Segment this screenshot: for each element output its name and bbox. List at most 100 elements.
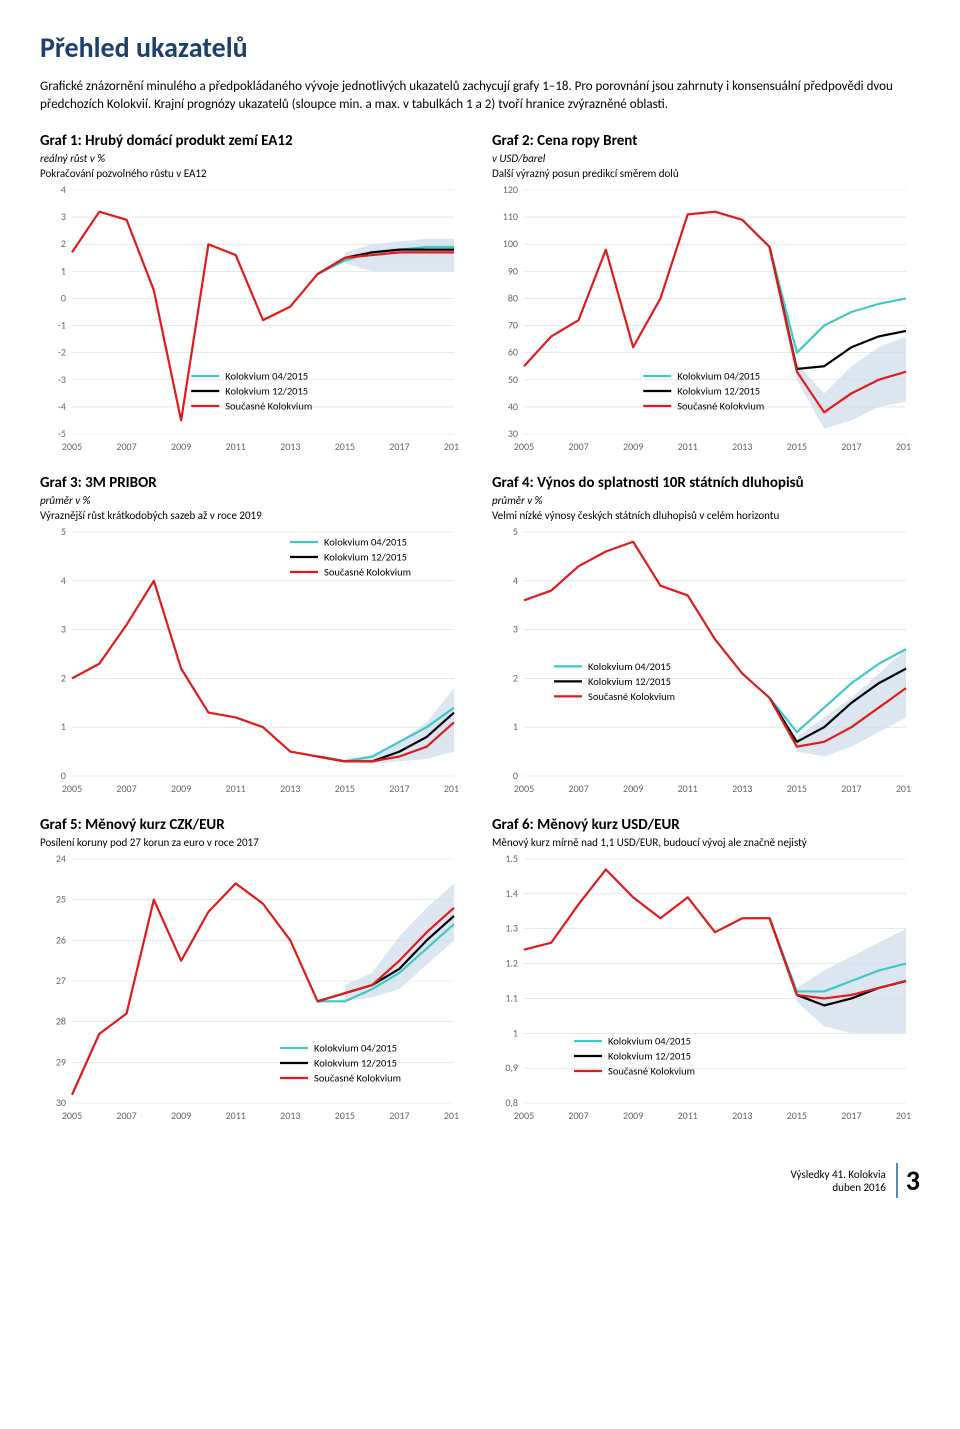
svg-text:-3: -3 bbox=[58, 373, 66, 386]
svg-text:Současné Kolokvium: Současné Kolokvium bbox=[677, 400, 764, 413]
svg-text:2011: 2011 bbox=[226, 782, 246, 795]
svg-text:1.3: 1.3 bbox=[505, 922, 518, 935]
g4-sub: průměr v % bbox=[492, 494, 920, 507]
svg-text:30: 30 bbox=[508, 427, 518, 440]
svg-text:-1: -1 bbox=[58, 319, 66, 332]
g5: Graf 5: Měnový kurz CZK/EUR Posílení koru… bbox=[40, 816, 468, 1123]
svg-text:2015: 2015 bbox=[787, 782, 807, 795]
svg-text:3: 3 bbox=[513, 623, 518, 636]
svg-text:2009: 2009 bbox=[623, 440, 643, 453]
svg-text:60: 60 bbox=[508, 346, 518, 359]
svg-text:1: 1 bbox=[61, 265, 66, 278]
svg-text:100: 100 bbox=[503, 238, 518, 251]
svg-text:Současné Kolokvium: Současné Kolokvium bbox=[608, 1065, 695, 1078]
svg-text:2017: 2017 bbox=[841, 440, 861, 453]
g3-sub: průměr v % bbox=[40, 494, 468, 507]
svg-text:-2: -2 bbox=[58, 346, 66, 359]
svg-text:2015: 2015 bbox=[335, 782, 355, 795]
svg-text:2013: 2013 bbox=[732, 440, 752, 453]
g4: Graf 4: Výnos do splatnosti 10R státních… bbox=[492, 474, 920, 796]
svg-text:2: 2 bbox=[513, 672, 518, 685]
svg-text:1.2: 1.2 bbox=[505, 957, 518, 970]
svg-text:0: 0 bbox=[61, 292, 66, 305]
svg-text:Kolokvium 04/2015: Kolokvium 04/2015 bbox=[225, 370, 308, 383]
svg-text:2009: 2009 bbox=[623, 782, 643, 795]
g3-desc: Výraznější růst krátkodobých sazeb až v … bbox=[40, 509, 468, 522]
svg-text:Kolokvium 12/2015: Kolokvium 12/2015 bbox=[225, 385, 308, 398]
svg-text:2019: 2019 bbox=[896, 440, 912, 453]
svg-text:2015: 2015 bbox=[787, 1109, 807, 1122]
svg-text:26: 26 bbox=[56, 934, 66, 947]
g2-sub: v USD/barel bbox=[492, 152, 920, 165]
g5-desc: Posílení koruny pod 27 korun za euro v r… bbox=[40, 836, 468, 849]
g3: Graf 3: 3M PRIBOR průměr v % Výraznější rů… bbox=[40, 474, 468, 796]
svg-text:24: 24 bbox=[56, 853, 66, 865]
g1-title: Graf 1: Hrubý domácí produkt zemí EA12 bbox=[40, 132, 468, 150]
footer-line1: Výsledky 41. Kolokvia bbox=[791, 1168, 886, 1181]
svg-text:2017: 2017 bbox=[841, 782, 861, 795]
svg-text:Kolokvium 12/2015: Kolokvium 12/2015 bbox=[608, 1050, 691, 1063]
g1-sub: reálný růst v % bbox=[40, 152, 468, 165]
svg-text:Kolokvium 04/2015: Kolokvium 04/2015 bbox=[608, 1035, 691, 1048]
g3-title: Graf 3: 3M PRIBOR bbox=[40, 474, 468, 492]
svg-text:2007: 2007 bbox=[116, 1109, 136, 1122]
svg-text:5: 5 bbox=[61, 526, 66, 538]
svg-text:2007: 2007 bbox=[568, 782, 588, 795]
svg-text:2017: 2017 bbox=[841, 1109, 861, 1122]
svg-text:2013: 2013 bbox=[280, 782, 300, 795]
svg-text:3: 3 bbox=[61, 210, 66, 223]
svg-text:2005: 2005 bbox=[62, 1109, 82, 1122]
svg-text:1.5: 1.5 bbox=[505, 853, 518, 865]
svg-text:Kolokvium 04/2015: Kolokvium 04/2015 bbox=[588, 660, 671, 673]
svg-text:Kolokvium 04/2015: Kolokvium 04/2015 bbox=[677, 370, 760, 383]
svg-text:2015: 2015 bbox=[335, 440, 355, 453]
svg-text:1: 1 bbox=[513, 721, 518, 734]
svg-text:1: 1 bbox=[513, 1027, 518, 1040]
svg-text:2017: 2017 bbox=[389, 1109, 409, 1122]
g1: Graf 1: Hrubý domácí produkt zemí EA12 re… bbox=[40, 132, 468, 454]
svg-text:2017: 2017 bbox=[389, 440, 409, 453]
svg-text:3: 3 bbox=[61, 623, 66, 636]
svg-text:40: 40 bbox=[508, 400, 518, 413]
svg-text:Kolokvium 12/2015: Kolokvium 12/2015 bbox=[677, 385, 760, 398]
svg-text:2007: 2007 bbox=[116, 440, 136, 453]
svg-text:2005: 2005 bbox=[62, 440, 82, 453]
svg-text:Současné Kolokvium: Současné Kolokvium bbox=[225, 400, 312, 413]
svg-text:2019: 2019 bbox=[444, 782, 460, 795]
g2-desc: Další výrazný posun predikcí směrem dolů bbox=[492, 167, 920, 180]
g4-title: Graf 4: Výnos do splatnosti 10R státních… bbox=[492, 474, 920, 492]
svg-text:0,9: 0,9 bbox=[505, 1062, 518, 1075]
g2: Graf 2: Cena ropy Brent v USD/barel Další … bbox=[492, 132, 920, 454]
svg-text:2: 2 bbox=[61, 238, 66, 251]
svg-text:0: 0 bbox=[61, 769, 66, 782]
svg-text:Kolokvium 12/2015: Kolokvium 12/2015 bbox=[314, 1057, 397, 1070]
svg-text:2005: 2005 bbox=[514, 1109, 534, 1122]
svg-text:Kolokvium 04/2015: Kolokvium 04/2015 bbox=[324, 536, 407, 549]
g2-title: Graf 2: Cena ropy Brent bbox=[492, 132, 920, 150]
svg-text:2007: 2007 bbox=[568, 440, 588, 453]
g1-desc: Pokračování pozvolného růstu v EA12 bbox=[40, 167, 468, 180]
svg-text:30: 30 bbox=[56, 1096, 66, 1109]
g6-title: Graf 6: Měnový kurz USD/EUR bbox=[492, 816, 920, 834]
page-number: 3 bbox=[896, 1163, 920, 1198]
svg-text:2013: 2013 bbox=[732, 1109, 752, 1122]
svg-text:2011: 2011 bbox=[226, 440, 246, 453]
svg-text:2009: 2009 bbox=[171, 782, 191, 795]
svg-text:2011: 2011 bbox=[678, 1109, 698, 1122]
svg-text:Kolokvium 12/2015: Kolokvium 12/2015 bbox=[324, 551, 407, 564]
svg-text:2017: 2017 bbox=[389, 782, 409, 795]
svg-text:2007: 2007 bbox=[568, 1109, 588, 1122]
svg-text:Současné Kolokvium: Současné Kolokvium bbox=[324, 566, 411, 579]
g5-title: Graf 5: Měnový kurz CZK/EUR bbox=[40, 816, 468, 834]
svg-text:2: 2 bbox=[61, 672, 66, 685]
svg-text:2011: 2011 bbox=[678, 782, 698, 795]
g6-desc: Měnový kurz mírně nad 1,1 USD/EUR, budou… bbox=[492, 836, 920, 849]
page-title: Přehled ukazatelů bbox=[40, 30, 920, 65]
svg-text:90: 90 bbox=[508, 265, 518, 278]
svg-text:28: 28 bbox=[56, 1015, 66, 1028]
svg-text:2013: 2013 bbox=[732, 782, 752, 795]
svg-text:2009: 2009 bbox=[623, 1109, 643, 1122]
svg-text:0: 0 bbox=[513, 769, 518, 782]
svg-text:2019: 2019 bbox=[896, 782, 912, 795]
svg-text:2011: 2011 bbox=[678, 440, 698, 453]
